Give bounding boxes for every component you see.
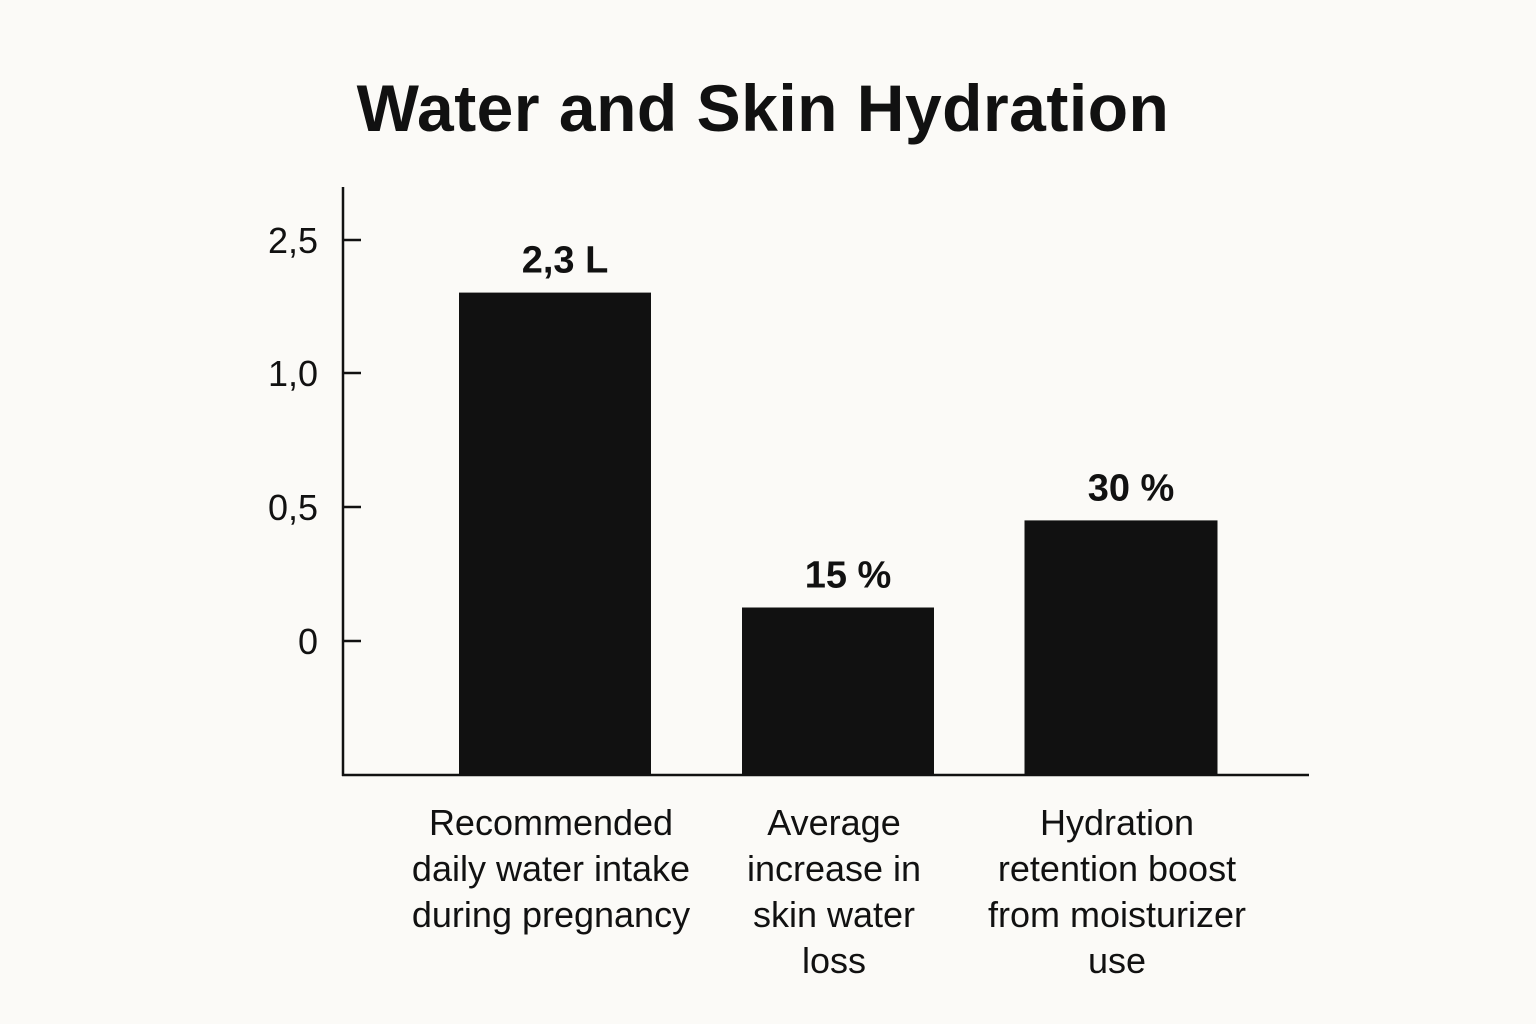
category-labels: Recommended daily water intake during preg…: [412, 802, 1246, 981]
x-tick-label: daily water intake: [412, 848, 690, 889]
bars: [459, 292, 1218, 775]
y-axis-ticks: 0 0,5 1,0 2,5: [268, 220, 361, 662]
x-tick-label: Recommended: [429, 802, 673, 843]
x-tick-label: during pregnancy: [412, 894, 690, 935]
y-tick-label: 1,0: [268, 353, 318, 394]
x-tick-label: increase in: [747, 848, 921, 889]
chart-title: Water and Skin Hydration: [356, 71, 1170, 145]
data-labels: 2,3 L 15 % 30 %: [522, 240, 1175, 597]
x-tick-label: Hydration: [1040, 802, 1194, 843]
x-tick-label: Average: [767, 802, 900, 843]
data-label: 30 %: [1088, 467, 1175, 509]
y-tick-label: 0: [298, 621, 318, 662]
data-label: 2,3 L: [522, 240, 609, 282]
y-tick-label: 2,5: [268, 220, 318, 261]
data-label: 15 %: [805, 555, 892, 597]
bar: [1024, 520, 1218, 775]
x-tick-label: skin water: [753, 894, 915, 935]
x-tick-label: retention boost: [998, 848, 1236, 889]
x-tick-label: use: [1088, 940, 1146, 981]
bar: [742, 607, 934, 775]
x-tick-label: loss: [802, 940, 866, 981]
bar: [459, 292, 651, 775]
x-tick-label: from moisturizer: [988, 894, 1246, 935]
y-tick-label: 0,5: [268, 487, 318, 528]
